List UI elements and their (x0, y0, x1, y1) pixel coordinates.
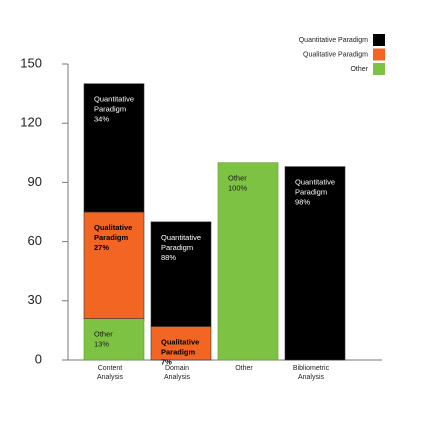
y-tick-label: 90 (28, 174, 42, 189)
segment-label: Quantitative (295, 178, 335, 187)
x-tick-label-line: Bibliometric (293, 365, 330, 372)
bar-segment (83, 318, 145, 361)
legend-label: Other (350, 66, 368, 73)
bar-segment (150, 326, 212, 361)
y-tick-label: 150 (20, 55, 42, 70)
y-tick-label: 120 (20, 115, 42, 130)
segment-label: 13% (94, 340, 109, 349)
segment-label: Quantitative (94, 95, 134, 104)
legend-label: Qualitative Paradigm (303, 51, 368, 58)
x-tick-label: Other (235, 365, 253, 372)
legend-swatch (373, 34, 385, 46)
y-tick-label: 0 (35, 351, 42, 366)
bar-segment (150, 221, 212, 327)
bar-segment (217, 162, 279, 361)
segment-label: 88% (161, 253, 176, 262)
bar-segment (284, 166, 346, 361)
x-tick-label: Bibliometric Analysis (293, 365, 330, 381)
y-tick-label: 30 (28, 292, 42, 307)
segment-label: Paradigm (161, 347, 196, 356)
x-tick-label: Domain Analysis (164, 365, 191, 381)
x-tick-label-line: Analysis (164, 374, 191, 381)
bar-segment (83, 211, 145, 319)
legend-swatch (373, 63, 385, 75)
x-tick-label-line: Content (98, 365, 123, 372)
segment-label: Qualitative (94, 223, 132, 232)
legend-swatch (373, 48, 385, 61)
x-tick-label-line: Domain (165, 365, 189, 372)
x-tick-label-line: Other (235, 365, 253, 372)
x-tick-label-line: Analysis (97, 374, 124, 381)
x-tick-label-line: Analysis (298, 374, 325, 381)
segment-label: Paradigm (295, 188, 327, 197)
y-tick-label: 60 (28, 233, 42, 248)
segment-label: Quantitative (161, 233, 201, 242)
segment-label: Other (228, 174, 247, 183)
segment-label: Paradigm (161, 243, 193, 252)
legend-label: Quantitative Paradigm (299, 37, 368, 44)
x-tick-label: Content Analysis (97, 365, 124, 381)
bar-segment (83, 83, 145, 213)
segment-label: Qualitative (161, 337, 199, 346)
segment-label: 98% (295, 198, 310, 207)
segment-label: 34% (94, 115, 109, 124)
segment-label: Paradigm (94, 105, 126, 114)
segment-label: 7% (161, 357, 172, 366)
segment-label: 100% (228, 184, 248, 193)
segment-label: Paradigm (94, 233, 129, 242)
segment-label: 27% (94, 243, 109, 252)
segment-label: Other (94, 330, 113, 339)
